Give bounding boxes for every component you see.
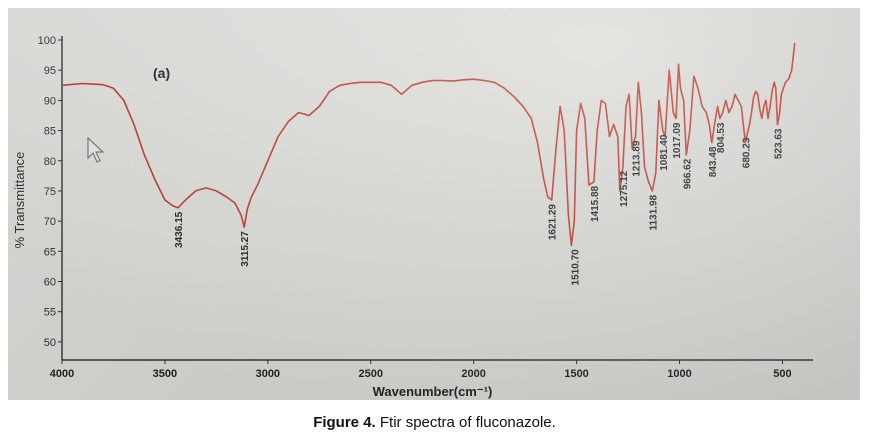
x-axis-ticks: 4000 3500 3000 2500 2000 1500 1000 500 <box>50 360 792 380</box>
peak-label: 1275.12 <box>619 170 630 207</box>
x-tick-label: 2500 <box>359 368 383 380</box>
x-axis-label: Wavenumber(cm⁻¹) <box>373 384 493 399</box>
y-tick-label: 75 <box>44 186 56 198</box>
x-tick-label: 3500 <box>153 368 177 380</box>
x-tick-label: 1500 <box>564 368 588 380</box>
y-tick-label: 60 <box>44 277 56 289</box>
cursor-icon <box>87 136 105 163</box>
peak-label: 3436.15 <box>174 211 185 248</box>
spectrum-line <box>61 42 796 247</box>
peak-label: 1510.70 <box>570 249 581 286</box>
plot-frame <box>61 36 813 361</box>
peak-label: 1131.98 <box>648 194 659 230</box>
peak-label: 1415.88 <box>590 185 601 222</box>
peak-label: 1621.29 <box>548 204 559 241</box>
peak-label: 3115.27 <box>240 231 251 267</box>
panel-label: (a) <box>153 65 170 81</box>
x-tick-label: 2000 <box>461 368 485 380</box>
y-tick-label: 90 <box>44 95 56 107</box>
y-tick-label: 85 <box>44 126 56 138</box>
y-tick-label: 100 <box>38 35 56 47</box>
y-tick-label: 70 <box>44 216 56 228</box>
figure-caption: Figure 4. Ftir spectra of fluconazole. <box>0 414 869 431</box>
peak-label: 966.62 <box>682 158 693 189</box>
peak-label: 523.63 <box>774 128 785 159</box>
x-tick-label: 3000 <box>256 368 280 380</box>
y-tick-label: 50 <box>44 337 56 349</box>
chart-photo: 100 95 90 85 80 75 70 65 60 55 50 4000 3500 3000 2500… <box>8 8 860 400</box>
y-axis-label: % Transmittance <box>12 152 27 249</box>
y-tick-label: 95 <box>44 65 56 77</box>
x-tick-label: 4000 <box>50 368 74 380</box>
y-tick-label: 55 <box>44 307 56 319</box>
x-tick-label: 500 <box>773 368 791 380</box>
y-axis-ticks: 100 95 90 85 80 75 70 65 60 55 50 <box>38 35 62 349</box>
peak-label: 680.23 <box>741 137 752 168</box>
figure-caption-label: Figure 4. <box>313 414 376 431</box>
y-tick-label: 65 <box>44 246 56 258</box>
peak-label: 1081.40 <box>659 134 670 171</box>
peak-labels: 3436.15 3115.27 1621.29 1510.70 1415.88 1275.… <box>174 122 784 285</box>
figure-caption-text: Ftir spectra of fluconazole. <box>379 414 556 431</box>
y-tick-label: 80 <box>44 156 56 168</box>
peak-label: 843.48 <box>708 146 719 177</box>
x-tick-label: 1000 <box>667 368 691 380</box>
peak-label: 1017.09 <box>672 122 683 159</box>
peak-label: 1213.89 <box>632 140 643 177</box>
peak-label: 804.53 <box>716 122 727 153</box>
ftir-chart: 100 95 90 85 80 75 70 65 60 55 50 4000 3500 3000 2500… <box>12 35 813 399</box>
